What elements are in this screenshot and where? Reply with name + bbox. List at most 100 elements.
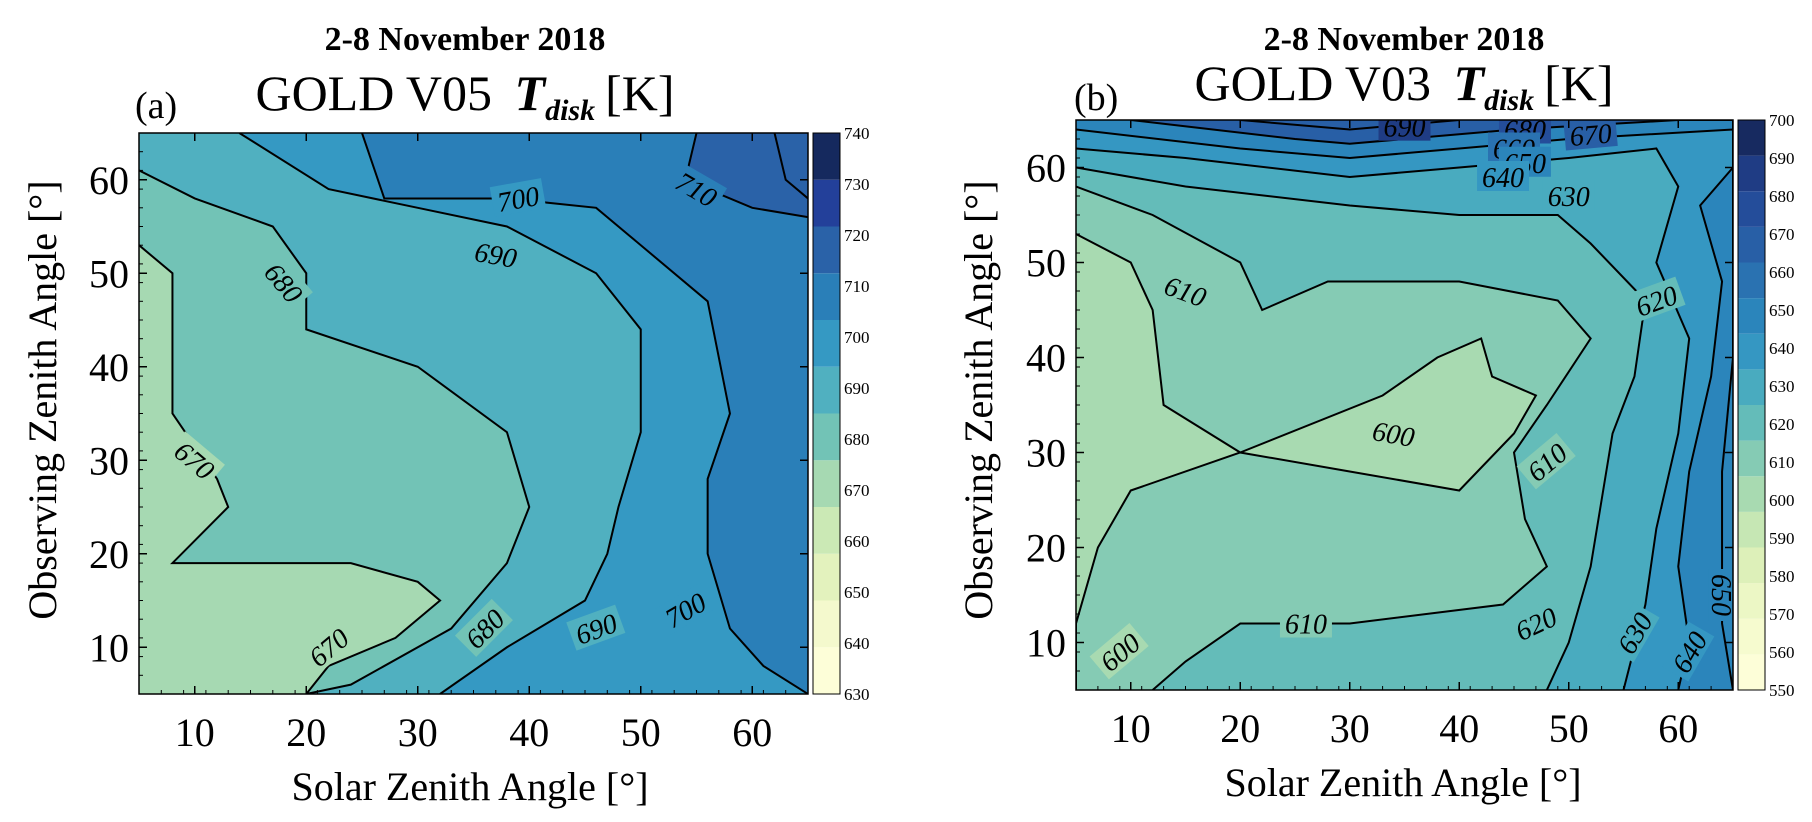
- colorbar-swatch-660: [1738, 262, 1765, 299]
- panel-a-date-title: 2-8 November 2018: [325, 21, 606, 58]
- x-tick-label: 40: [1439, 706, 1479, 751]
- colorbar-swatch-680: [813, 413, 840, 461]
- colorbar-swatch-560: [1738, 618, 1765, 655]
- colorbar-swatch-670: [813, 460, 840, 507]
- colorbar-swatch-600: [1738, 476, 1765, 512]
- colorbar-tick-label: 640: [1769, 339, 1795, 358]
- colorbar-swatch-720: [813, 226, 840, 274]
- panel-b-plot-area: 6906806706606506406306206106006106106006…: [1075, 118, 1736, 691]
- panel-b: 2-8 November 2018 (b) GOLD V03 Tdisk [K] …: [956, 21, 1795, 805]
- colorbar-tick-label: 630: [1769, 377, 1795, 396]
- svg-text:670: 670: [1569, 118, 1614, 153]
- colorbar-frame: [812, 132, 841, 695]
- contour-line-690: [238, 133, 642, 694]
- colorbar-tick-label: 550: [1769, 681, 1795, 700]
- contour-label: 670: [1563, 118, 1618, 153]
- colorbar-tick-label: 680: [844, 430, 870, 449]
- colorbar-tick-label: 570: [1769, 605, 1795, 624]
- colorbar-swatch-590: [1738, 511, 1765, 548]
- x-tick-label: 20: [1220, 706, 1260, 751]
- y-tick-label: 50: [89, 251, 129, 296]
- svg-text:640: 640: [1482, 163, 1524, 194]
- x-tick-label: 50: [621, 710, 661, 755]
- svg-text:690: 690: [472, 237, 519, 275]
- svg-text:600: 600: [1370, 416, 1417, 454]
- panel-b-date-title: 2-8 November 2018: [1264, 21, 1545, 58]
- y-tick-label: 20: [1026, 526, 1066, 571]
- y-tick-label: 50: [1026, 241, 1066, 286]
- contour-line-630: [1076, 147, 1691, 690]
- y-tick-label: 10: [89, 625, 129, 670]
- contour-label: 630: [1542, 180, 1595, 213]
- colorbar-tick-label: 560: [1769, 643, 1795, 662]
- colorbar-tick-label: 600: [1769, 491, 1795, 510]
- colorbar-tick-label: 680: [1769, 187, 1795, 206]
- panel-b-y-axis-label: Observing Zenith Angle [°]: [956, 180, 1001, 619]
- colorbar-swatch-620: [1738, 405, 1765, 441]
- panel-a-title: GOLD V05 Tdisk [K]: [255, 65, 674, 127]
- colorbar-swatch-580: [1738, 547, 1765, 584]
- svg-text:650: 650: [1705, 574, 1736, 616]
- contour-band-600: [1076, 234, 1536, 690]
- y-tick-label: 60: [1026, 146, 1066, 191]
- svg-text:700: 700: [495, 181, 542, 219]
- colorbar-swatch-640: [1738, 333, 1765, 370]
- y-tick-label: 40: [89, 345, 129, 390]
- colorbar-swatch-630: [1738, 369, 1765, 405]
- panel-a-label: (a): [135, 85, 177, 127]
- panel-b-title-subscript: disk: [1484, 84, 1534, 117]
- svg-text:630: 630: [1548, 182, 1590, 213]
- x-tick-label: 10: [175, 710, 215, 755]
- x-tick-label: 40: [509, 710, 549, 755]
- panel-a-x-axis-label: Solar Zenith Angle [°]: [291, 764, 648, 809]
- x-tick-label: 20: [286, 710, 326, 755]
- colorbar-tick-label: 620: [1769, 415, 1795, 434]
- colorbar-tick-label: 690: [1769, 149, 1795, 168]
- colorbar-tick-label: 670: [844, 481, 870, 500]
- colorbar-tick-label: 650: [844, 583, 870, 602]
- x-tick-label: 50: [1549, 706, 1589, 751]
- colorbar-swatch-550: [1738, 654, 1765, 690]
- contour-line-680: [139, 169, 531, 694]
- colorbar-tick-label: 630: [844, 685, 870, 704]
- colorbar-tick-label: 690: [844, 379, 870, 398]
- contour-line-600: [1076, 233, 1538, 690]
- y-tick-label: 30: [89, 438, 129, 483]
- panel-a-y-axis-label: Observing Zenith Angle [°]: [20, 180, 65, 619]
- colorbar-swatch-680: [1738, 191, 1765, 227]
- colorbar-swatch-640: [813, 600, 840, 648]
- colorbar-tick-label: 660: [1769, 263, 1795, 282]
- svg-text:610: 610: [1285, 610, 1327, 641]
- contour-label: 610: [1156, 267, 1216, 314]
- colorbar-swatch-690: [1738, 155, 1765, 192]
- colorbar-tick-label: 730: [844, 175, 870, 194]
- x-tick-label: 60: [732, 710, 772, 755]
- contour-label: 700: [489, 178, 547, 219]
- colorbar-swatch-730: [813, 179, 840, 227]
- colorbar-frame: [1737, 119, 1766, 691]
- panel-b-axes: 10 20 30 40 50 60 10 20 30 40 50 60: [1026, 119, 1734, 751]
- panel-a-title-unit: [K]: [605, 65, 674, 121]
- panel-b-label: (b): [1074, 77, 1118, 119]
- colorbar-tick-label: 590: [1769, 529, 1795, 548]
- x-tick-label: 60: [1658, 706, 1698, 751]
- x-tick-label: 30: [398, 710, 438, 755]
- contour-line-640: [1076, 128, 1733, 690]
- contour-line-720: [773, 133, 808, 200]
- panel-a: 2-8 November 2018 (a) GOLD V05 Tdisk [K] …: [20, 21, 870, 809]
- colorbar-tick-label: 640: [844, 634, 870, 653]
- colorbar-tick-label: 660: [844, 532, 870, 551]
- y-tick-label: 10: [1026, 621, 1066, 666]
- panel-a-title-subscript: disk: [545, 94, 595, 127]
- colorbar-swatch-700: [813, 320, 840, 367]
- panel-a-title-symbol: T: [515, 65, 548, 121]
- contour-label: 640: [1477, 161, 1530, 194]
- panel-b-title-prefix: GOLD V03: [1194, 55, 1431, 111]
- colorbar-tick-label: 650: [1769, 301, 1795, 320]
- y-tick-label: 60: [89, 158, 129, 203]
- colorbar-swatch-650: [813, 553, 840, 601]
- y-tick-label: 20: [89, 532, 129, 577]
- panel-a-axes: 10 20 30 40 50 60 10 20 30 40 50 60: [89, 132, 809, 755]
- contour-label: 650: [1705, 569, 1736, 621]
